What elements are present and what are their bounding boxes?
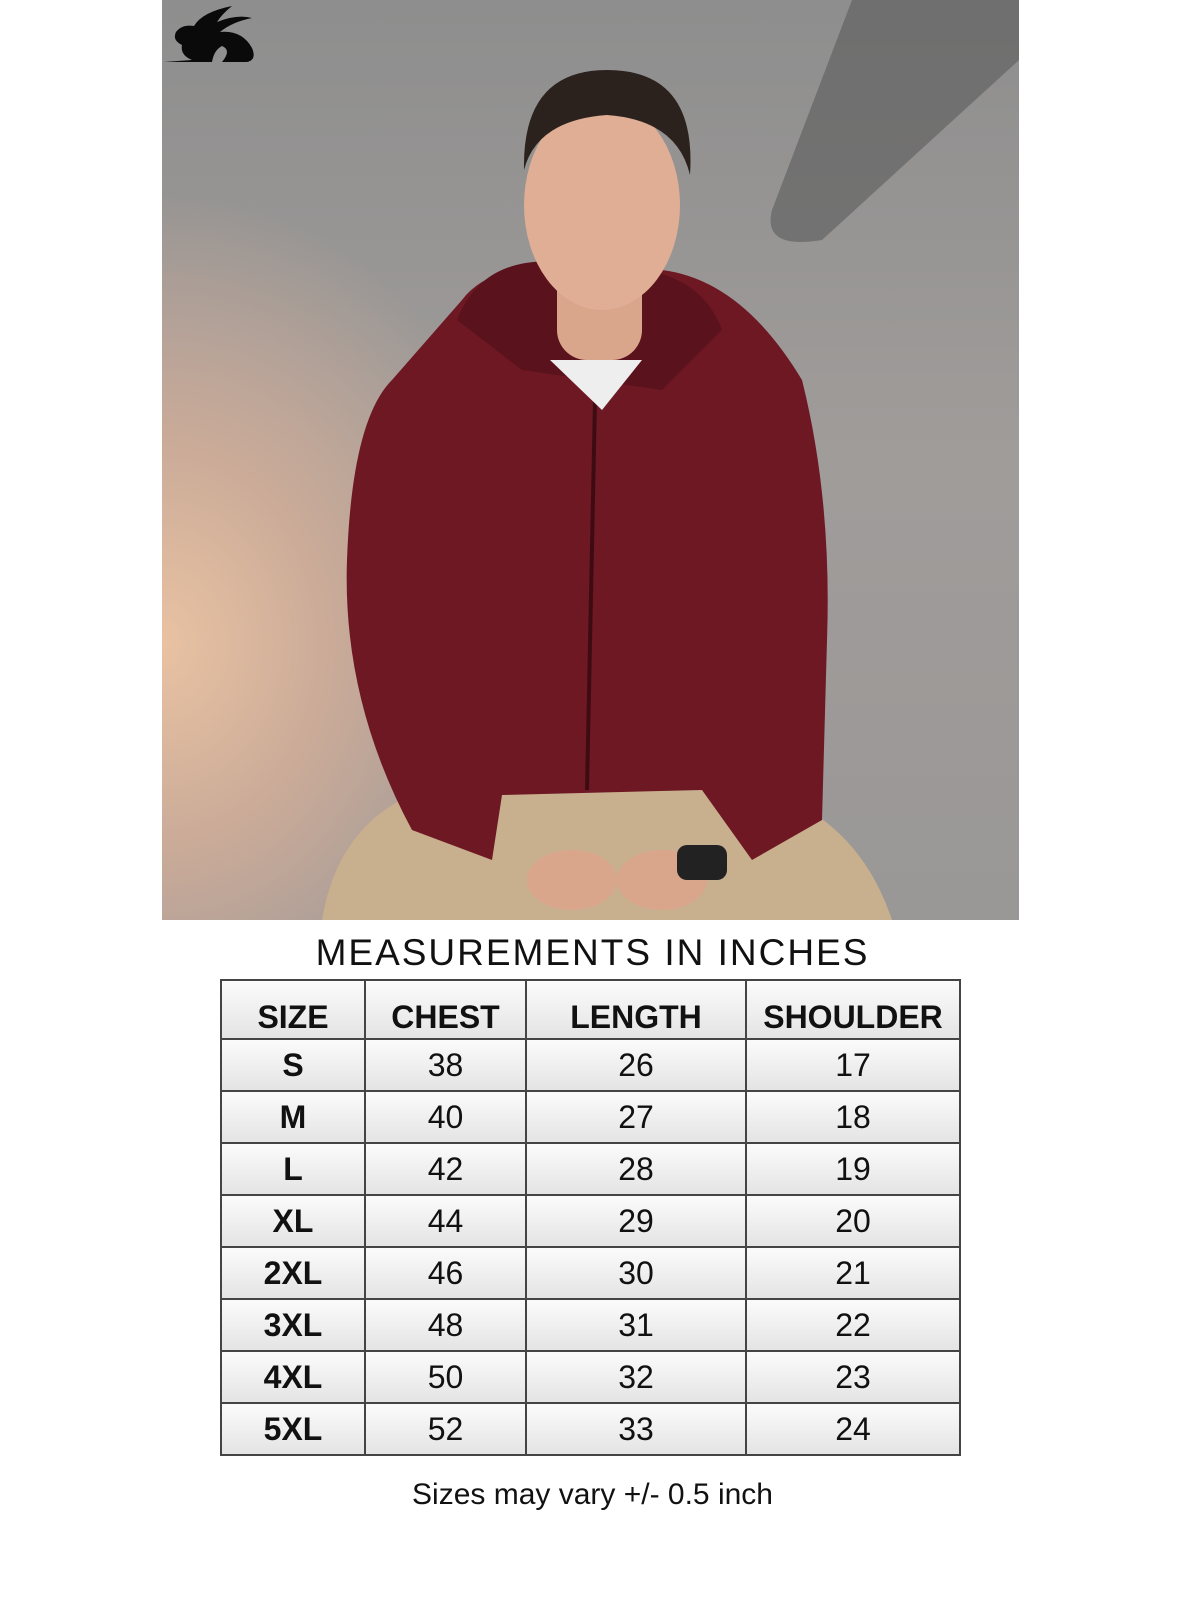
wristwatch xyxy=(677,845,727,880)
rabbit-logo-icon xyxy=(164,6,254,62)
cell-shoulder: 20 xyxy=(745,1194,961,1248)
measurements-title: MEASUREMENTS IN INCHES xyxy=(315,932,870,973)
table-row: 5XL 52 33 24 xyxy=(220,1402,961,1456)
cell-chest: 44 xyxy=(364,1194,527,1248)
size-variance-note: Sizes may vary +/- 0.5 inch xyxy=(412,1478,773,1511)
cell-length: 30 xyxy=(525,1246,747,1300)
hoodie xyxy=(346,264,828,860)
table-header-row: SIZE CHEST LENGTH SHOULDER xyxy=(220,979,961,1040)
header-size: SIZE xyxy=(220,979,366,1040)
header-shoulder: SHOULDER xyxy=(745,979,961,1040)
table-row: L 42 28 19 xyxy=(220,1142,961,1196)
cell-size: 2XL xyxy=(220,1246,366,1300)
header-length: LENGTH xyxy=(525,979,747,1040)
table-row: XL 44 29 20 xyxy=(220,1194,961,1248)
zipper xyxy=(585,399,597,791)
table-row: S 38 26 17 xyxy=(220,1038,961,1092)
cell-length: 33 xyxy=(525,1402,747,1456)
undershirt xyxy=(550,360,642,410)
cell-chest: 38 xyxy=(364,1038,527,1092)
cell-chest: 48 xyxy=(364,1298,527,1352)
cell-chest: 46 xyxy=(364,1246,527,1300)
cell-length: 28 xyxy=(525,1142,747,1196)
cell-shoulder: 24 xyxy=(745,1402,961,1456)
header-chest: CHEST xyxy=(364,979,527,1040)
table-row: 3XL 48 31 22 xyxy=(220,1298,961,1352)
cell-chest: 50 xyxy=(364,1350,527,1404)
table-row: 2XL 46 30 21 xyxy=(220,1246,961,1300)
cell-shoulder: 23 xyxy=(745,1350,961,1404)
table-body: S 38 26 17 M 40 27 18 L 42 28 19 XL 44 29 20 2XL 46 30 21 3X… xyxy=(220,1038,961,1456)
background-shape xyxy=(770,0,1019,242)
cell-length: 29 xyxy=(525,1194,747,1248)
table-header: SIZE CHEST LENGTH SHOULDER xyxy=(220,979,961,1040)
cell-size: 4XL xyxy=(220,1350,366,1404)
cell-length: 31 xyxy=(525,1298,747,1352)
cell-shoulder: 19 xyxy=(745,1142,961,1196)
cell-size: 5XL xyxy=(220,1402,366,1456)
cell-chest: 40 xyxy=(364,1090,527,1144)
product-photo xyxy=(162,0,1019,920)
cell-shoulder: 21 xyxy=(745,1246,961,1300)
cell-size: M xyxy=(220,1090,366,1144)
cell-size: 3XL xyxy=(220,1298,366,1352)
model-illustration xyxy=(322,0,1019,920)
cell-length: 32 xyxy=(525,1350,747,1404)
cell-length: 27 xyxy=(525,1090,747,1144)
cell-shoulder: 18 xyxy=(745,1090,961,1144)
cell-shoulder: 17 xyxy=(745,1038,961,1092)
cell-size: L xyxy=(220,1142,366,1196)
cell-chest: 52 xyxy=(364,1402,527,1456)
hair xyxy=(523,70,691,175)
head xyxy=(524,100,680,310)
left-hand xyxy=(527,850,617,910)
size-chart-table: SIZE CHEST LENGTH SHOULDER S 38 26 17 M 40 27 1… xyxy=(220,979,961,1456)
cell-size: XL xyxy=(220,1194,366,1248)
cell-length: 26 xyxy=(525,1038,747,1092)
cell-shoulder: 22 xyxy=(745,1298,961,1352)
table-row: M 40 27 18 xyxy=(220,1090,961,1144)
table-row: 4XL 50 32 23 xyxy=(220,1350,961,1404)
cell-size: S xyxy=(220,1038,366,1092)
cell-chest: 42 xyxy=(364,1142,527,1196)
